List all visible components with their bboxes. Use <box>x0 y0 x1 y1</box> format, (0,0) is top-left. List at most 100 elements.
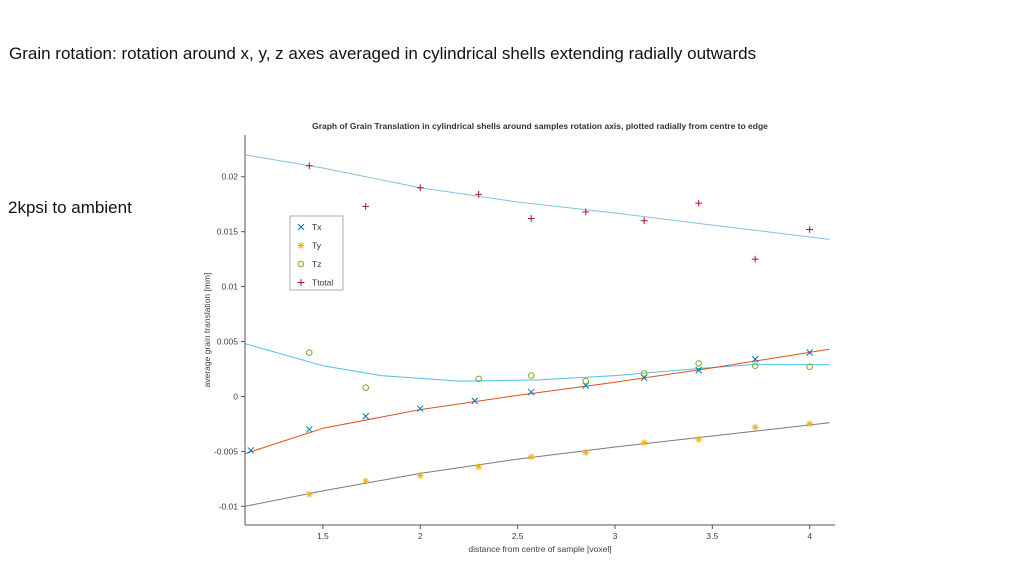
x-tick-label: 1.5 <box>317 531 329 541</box>
point-Tx <box>416 405 424 412</box>
point-Tx <box>471 397 479 405</box>
legend-marker-Ttotal <box>297 279 305 286</box>
point-Tz <box>362 384 370 391</box>
point-Ty <box>695 435 703 443</box>
point-Tz <box>751 362 759 370</box>
point-Ttotal <box>305 162 313 170</box>
point-Tz <box>305 349 313 356</box>
point-Ttotal <box>640 217 648 225</box>
point-Tz <box>305 349 313 356</box>
y-tick-label: 0.015 <box>217 227 239 237</box>
legend-marker-Ty <box>297 242 305 249</box>
point-Ttotal <box>806 226 814 233</box>
point-Tz <box>527 372 535 379</box>
point-Ttotal <box>527 215 535 222</box>
y-tick-label: 0 <box>233 391 238 401</box>
x-tick-label: 4 <box>807 531 812 541</box>
legend-label-Ttotal: Ttotal <box>312 278 333 288</box>
point-Tz <box>582 377 590 385</box>
legend-box <box>289 215 344 291</box>
slide-title: Grain rotation: rotation around x, y, z … <box>9 44 757 63</box>
legend-label-Tx: Tx <box>312 222 322 232</box>
legend-marker-Tx <box>297 223 305 231</box>
point-Ttotal <box>751 255 759 263</box>
point-Tx <box>751 355 759 363</box>
chart-title: Graph of Grain Translation in cylindrica… <box>312 121 768 131</box>
point-Ty <box>305 490 313 498</box>
y-tick-label: -0.01 <box>219 501 239 511</box>
point-Ttotal <box>475 190 483 198</box>
x-tick-label: 2 <box>418 531 423 541</box>
legend-marker-Tz <box>297 260 305 268</box>
point-Tz <box>806 363 813 371</box>
fit-line-Ttotal <box>244 154 830 240</box>
point-Ty <box>362 477 370 485</box>
point-Ty <box>416 472 424 479</box>
y-tick-label: 0.005 <box>217 337 239 347</box>
point-Tz <box>362 384 370 391</box>
point-Ty <box>751 423 759 431</box>
point-Tz <box>751 362 759 370</box>
point-Tx <box>695 366 703 374</box>
y-tick-label: 0.02 <box>221 172 238 182</box>
point-Tx <box>471 397 479 405</box>
point-Tz <box>640 370 648 377</box>
x-tick-label: 2.5 <box>512 531 524 541</box>
fit-line-Ty <box>244 422 830 507</box>
point-Ttotal <box>362 203 370 210</box>
point-Ty <box>475 463 483 471</box>
point-Ty <box>305 490 313 498</box>
side-label-2kpsi: 2kpsi to ambient <box>8 198 132 217</box>
point-Ty <box>362 477 370 485</box>
point-Ty <box>640 439 648 447</box>
point-Ttotal <box>416 184 424 192</box>
point-Ttotal <box>475 190 483 198</box>
point-Ttotal <box>640 217 648 225</box>
point-Ty <box>527 453 535 461</box>
x-tick-label: 3 <box>613 531 618 541</box>
point-Tx <box>751 355 759 363</box>
point-Ty <box>751 423 759 431</box>
point-Tx <box>247 446 255 454</box>
y-axis-label: average grain translation [mm] <box>202 273 212 388</box>
point-Ty <box>806 420 814 428</box>
point-Tz <box>475 375 482 383</box>
point-Ttotal <box>582 208 590 216</box>
legend-marker-Ttotal <box>297 279 305 286</box>
point-Ty <box>527 453 535 461</box>
y-tick-label: 0.01 <box>221 282 238 292</box>
legend-marker-Ty <box>297 242 305 249</box>
point-Tx <box>305 426 313 433</box>
x-axis-label: distance from centre of sample [voxel] <box>468 544 611 554</box>
point-Ttotal <box>806 226 814 233</box>
point-Tz <box>695 360 702 367</box>
point-Ty <box>475 463 483 471</box>
x-tick-label: 3.5 <box>706 531 718 541</box>
point-Tx <box>527 388 535 396</box>
point-Ttotal <box>362 203 370 210</box>
point-Tz <box>806 363 813 371</box>
point-Ty <box>582 449 590 456</box>
fit-line-Tz <box>244 343 830 382</box>
point-Ttotal <box>751 255 759 263</box>
point-Ty <box>582 449 590 456</box>
point-Tx <box>695 366 703 374</box>
point-Tz <box>527 372 535 379</box>
point-Tz <box>582 377 590 385</box>
point-Tx <box>416 405 424 412</box>
legend-label-Tz: Tz <box>312 259 321 269</box>
y-tick-label: -0.005 <box>214 446 238 456</box>
legend-marker-Tx <box>297 223 305 231</box>
point-Tx <box>362 412 370 420</box>
point-Tz <box>640 370 648 377</box>
point-Ty <box>695 435 703 443</box>
legend-marker-Tz <box>297 260 305 268</box>
point-Ttotal <box>695 199 703 207</box>
point-Ttotal <box>582 208 590 216</box>
point-Ty <box>640 439 648 447</box>
point-Tx <box>527 388 535 396</box>
point-Ty <box>416 472 424 479</box>
